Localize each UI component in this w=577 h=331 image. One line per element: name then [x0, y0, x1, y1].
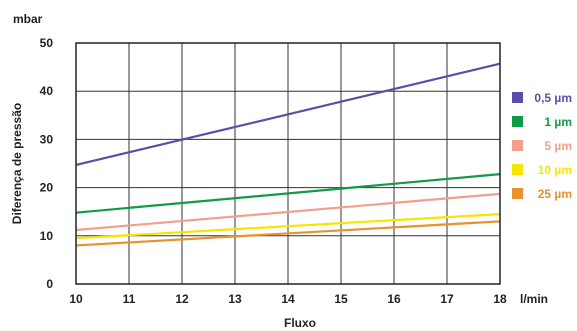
legend-swatch-1 [512, 116, 523, 127]
legend-swatch-0 [512, 92, 523, 103]
x-tick-label-5: 15 [334, 292, 348, 306]
legend-swatch-3 [512, 164, 523, 175]
x-tick-label-4: 14 [281, 292, 295, 306]
x-tick-label-0: 10 [69, 292, 83, 306]
series-line-2 [75, 192, 501, 232]
y-axis-unit: mbar [13, 12, 43, 26]
legend-label-0: 0,5 µm [534, 91, 572, 105]
series-lines [75, 62, 501, 247]
y-tick-label-2: 20 [40, 181, 54, 195]
x-tick-labels: 10 11 12 13 14 15 16 17 18 [69, 292, 507, 306]
legend-label-4: 25 µm [538, 187, 572, 201]
legend-swatch-4 [512, 188, 523, 199]
x-tick-label-8: 18 [493, 292, 507, 306]
y-tick-label-3: 30 [40, 132, 54, 146]
y-tick-labels: 0 10 20 30 40 50 [40, 36, 54, 291]
legend-swatch-2 [512, 140, 523, 151]
x-tick-label-2: 12 [175, 292, 189, 306]
x-tick-label-6: 16 [387, 292, 401, 306]
legend-label-1: 1 µm [544, 115, 572, 129]
legend-label-3: 10 µm [538, 163, 572, 177]
plot-frame [75, 42, 501, 285]
x-tick-label-3: 13 [228, 292, 242, 306]
x-tick-label-1: 11 [123, 292, 136, 306]
y-axis-label: Diferença de pressão [10, 103, 24, 224]
series-line-0 [75, 62, 501, 167]
series-line-1 [75, 173, 501, 214]
y-tick-label-1: 10 [40, 229, 54, 243]
x-axis-label: Fluxo [284, 316, 316, 330]
y-tick-label-4: 40 [40, 84, 54, 98]
x-tick-label-7: 17 [440, 292, 454, 306]
legend-label-2: 5 µm [544, 139, 572, 153]
y-tick-label-5: 50 [40, 36, 54, 50]
x-axis-unit: l/min [520, 292, 548, 306]
series-line-4 [75, 220, 501, 247]
y-tick-label-0: 0 [46, 277, 53, 291]
series-line-3 [75, 213, 501, 240]
legend: 0,5 µm 1 µm 5 µm 10 µm 25 µm [512, 91, 572, 201]
